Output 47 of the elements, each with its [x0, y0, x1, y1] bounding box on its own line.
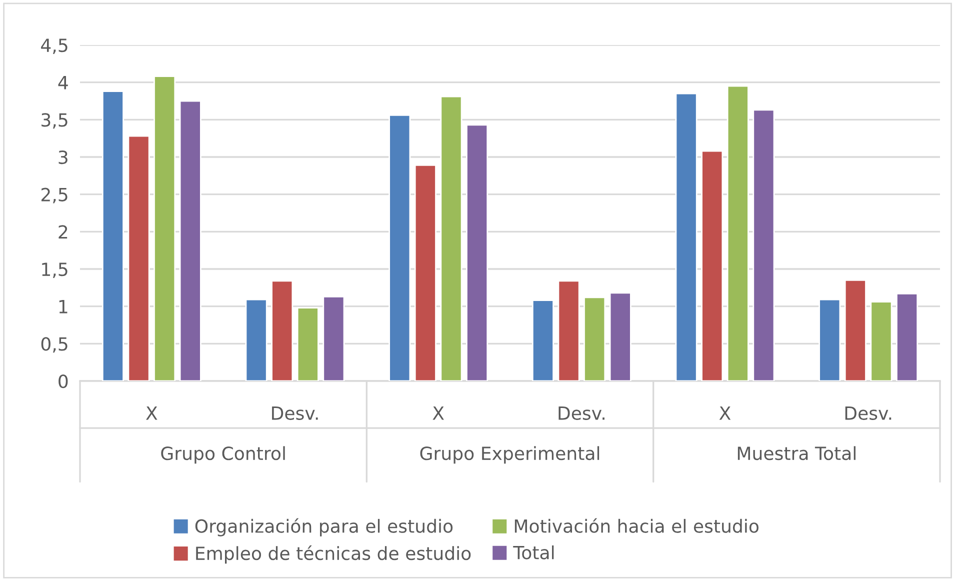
bar [558, 280, 580, 381]
bar [609, 292, 632, 381]
y-tick-label: 3,5 [42, 113, 68, 129]
bar [675, 92, 698, 381]
y-tick-label: 1 [59, 300, 68, 314]
bar [844, 280, 866, 381]
bar [532, 300, 554, 381]
x-tick-label: Desv. [558, 406, 604, 420]
x-tick-label: Desv. [272, 406, 318, 420]
bar [726, 85, 749, 381]
bar [388, 114, 411, 381]
bar [322, 296, 345, 381]
legend-label: Total [513, 545, 554, 560]
y-tick-label: 2,5 [42, 188, 68, 204]
y-tick-label: 4 [58, 76, 68, 90]
bar [752, 109, 775, 381]
bar [154, 76, 176, 381]
y-tick-label: 3 [58, 150, 68, 164]
bar [466, 124, 488, 381]
legend-label: Empleo de técnicas de estudio [196, 545, 471, 564]
legend-label: Organización para el estudio [195, 518, 453, 536]
text: Muestra Total [738, 446, 856, 460]
y-tick-label: 4,5 [41, 38, 68, 54]
bar [179, 100, 202, 381]
text: Grupo Control [161, 446, 285, 464]
bar [102, 90, 124, 381]
bar [870, 301, 892, 381]
legend-label: Motivación hacia el estudio [514, 518, 758, 533]
y-tick-label: 1,5 [42, 262, 68, 278]
x-tick-label: Desv. [845, 406, 892, 420]
x-tick-label: X [719, 406, 731, 420]
x-tick-label: X [432, 406, 444, 420]
y-tick-label: 0 [58, 374, 68, 388]
bar [896, 292, 918, 381]
bar [128, 135, 150, 381]
bar [296, 307, 319, 381]
bar [818, 298, 841, 381]
bar [414, 164, 436, 381]
y-tick-label: 2 [58, 225, 68, 239]
bar [245, 298, 268, 381]
x-tick-label: X [146, 406, 158, 420]
bar [701, 150, 724, 381]
bar [271, 280, 294, 381]
text: Grupo Experimental [420, 446, 600, 464]
bar [440, 96, 462, 381]
bar [584, 296, 606, 381]
y-tick-label: 0,5 [41, 337, 68, 353]
